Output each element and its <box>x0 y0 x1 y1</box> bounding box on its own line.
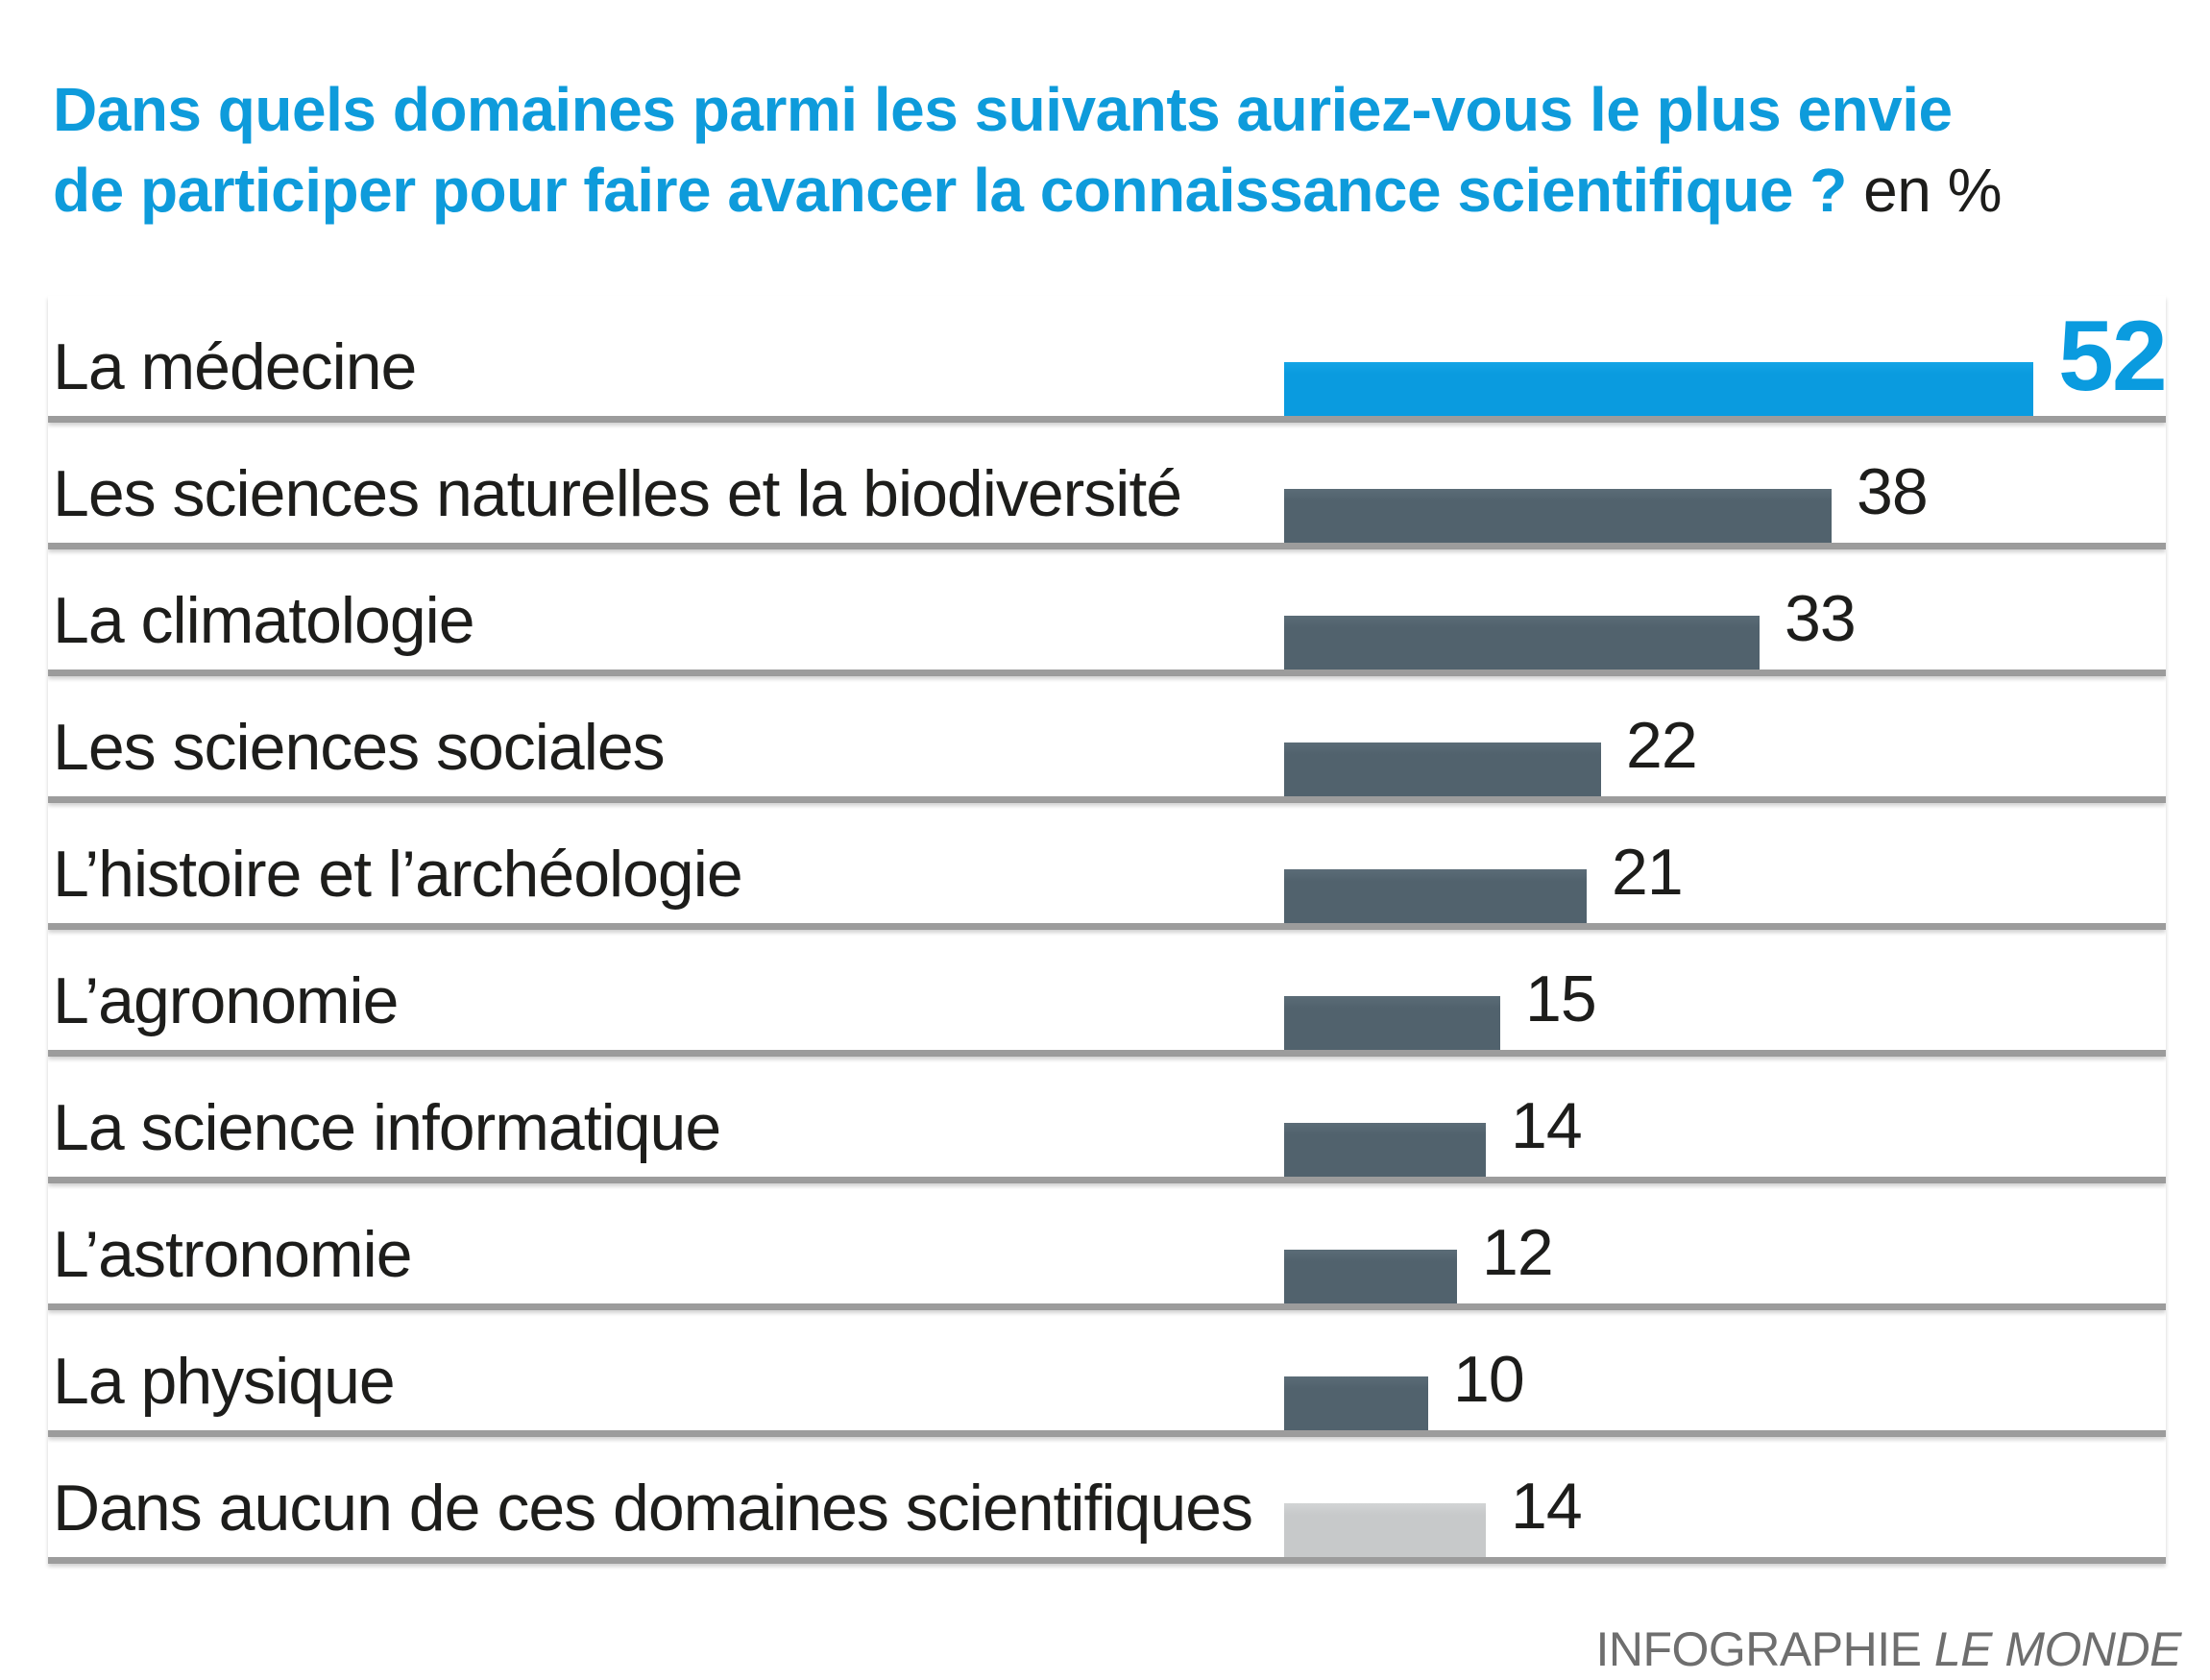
category-label: La médecine <box>53 330 417 403</box>
bar <box>1284 869 1587 923</box>
value-label: 14 <box>1511 1470 1583 1543</box>
bar-row: La médecine 52 <box>48 296 2168 423</box>
value-label: 10 <box>1453 1343 1525 1416</box>
bar <box>1284 996 1500 1050</box>
value-label: 15 <box>1525 962 1597 1035</box>
value-label: 21 <box>1612 836 1684 909</box>
category-label: L’histoire et l’archéologie <box>53 838 743 911</box>
source-credit-brand: LE MONDE <box>1933 1622 2182 1676</box>
bar-row: L’histoire et l’archéologie 21 <box>48 803 2166 930</box>
bar <box>1284 1376 1428 1430</box>
bar-row: L’agronomie 15 <box>48 930 2166 1057</box>
bar-row: L’astronomie 12 <box>48 1183 2166 1310</box>
category-label: L’agronomie <box>53 964 399 1037</box>
category-label: Les sciences sociales <box>53 711 666 784</box>
chart-title-line2: de participer pour faire avancer la conn… <box>53 156 1847 225</box>
source-credit: INFOGRAPHIE LE MONDE <box>1595 1621 2181 1677</box>
bar <box>1284 616 1760 670</box>
chart-title-line2-wrap: de participer pour faire avancer la conn… <box>53 150 2002 231</box>
bar-row: Les sciences naturelles et la biodiversi… <box>48 423 2166 549</box>
value-label: 38 <box>1857 455 1929 528</box>
value-label: 14 <box>1511 1089 1583 1162</box>
value-label: 12 <box>1482 1216 1554 1289</box>
category-label: L’astronomie <box>53 1218 413 1291</box>
bar-row: Dans aucun de ces domaines scientifiques… <box>48 1437 2166 1564</box>
bar <box>1284 1123 1486 1177</box>
bar-row: La physique 10 <box>48 1310 2166 1437</box>
bar-row: La climatologie 33 <box>48 549 2166 676</box>
value-label: 52 <box>2058 301 2168 412</box>
category-label: La climatologie <box>53 584 475 657</box>
chart-title-line1: Dans quels domaines parmi les suivants a… <box>53 75 1953 144</box>
value-label: 33 <box>1785 582 1857 655</box>
chart-unit-label: en % <box>1863 156 2002 225</box>
bar-row: La science informatique 14 <box>48 1057 2166 1183</box>
bar-row: Les sciences sociales 22 <box>48 676 2166 803</box>
chart-title: Dans quels domaines parmi les suivants a… <box>53 69 2002 231</box>
bar-chart: La médecine 52 Les sciences naturelles e… <box>48 296 2168 1564</box>
category-label: Les sciences naturelles et la biodiversi… <box>53 457 1182 530</box>
value-label: 22 <box>1626 709 1698 782</box>
bar <box>1284 1503 1486 1557</box>
category-label: Dans aucun de ces domaines scientifiques <box>53 1472 1253 1545</box>
source-credit-prefix: INFOGRAPHIE <box>1595 1622 1934 1676</box>
bar <box>1284 489 1832 543</box>
category-label: La physique <box>53 1345 396 1418</box>
bar <box>1284 743 1601 796</box>
bar <box>1284 1250 1457 1303</box>
bar <box>1284 362 2033 416</box>
category-label: La science informatique <box>53 1091 721 1164</box>
